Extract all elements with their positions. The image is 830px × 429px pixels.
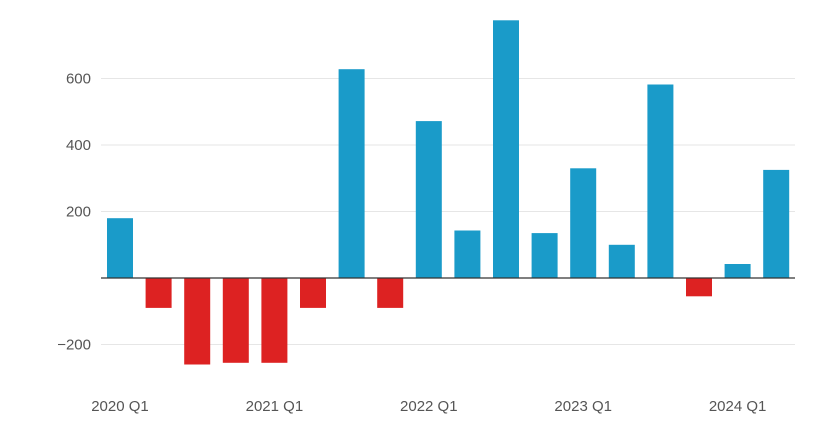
y-axis-ticks: −200 200 400 600 (57, 71, 91, 354)
bars (107, 20, 790, 365)
x-tick-label: 2022 Q1 (400, 398, 458, 415)
bar-2021-q4 (377, 278, 404, 308)
x-tick-label: 2024 Q1 (709, 398, 767, 415)
bar-2022-q1 (415, 121, 442, 278)
x-axis-ticks: 2020 Q1 2021 Q1 2022 Q1 2023 Q1 2024 Q1 (91, 398, 766, 415)
bar-2024-q1 (724, 264, 751, 278)
bar-2023-q4 (686, 278, 712, 297)
x-tick-label: 2023 Q1 (554, 398, 612, 415)
bar-2021-q3 (338, 69, 365, 278)
bar-2020-q3 (184, 278, 211, 365)
bar-2021-q1 (261, 278, 288, 363)
y-tick-label: 200 (66, 204, 91, 221)
bar-2020-q1 (107, 218, 133, 279)
bar-2023-q1 (570, 168, 597, 278)
y-tick-label: 400 (66, 137, 91, 154)
gridlines (101, 78, 795, 345)
bar-2023-q2 (608, 244, 635, 279)
bar-2020-q2 (145, 278, 172, 308)
y-tick-label: 600 (66, 71, 91, 88)
x-tick-label: 2020 Q1 (91, 398, 149, 415)
bar-2022-q2 (454, 230, 481, 278)
bar-2022-q3 (493, 20, 519, 279)
bar-2023-q3 (647, 84, 674, 278)
bar-2024-q2 (763, 169, 790, 278)
x-tick-label: 2021 Q1 (246, 398, 304, 415)
bar-2020-q4 (222, 278, 249, 363)
y-tick-label: −200 (57, 337, 91, 354)
bar-2021-q2 (300, 278, 326, 308)
bar-2022-q4 (531, 233, 558, 278)
